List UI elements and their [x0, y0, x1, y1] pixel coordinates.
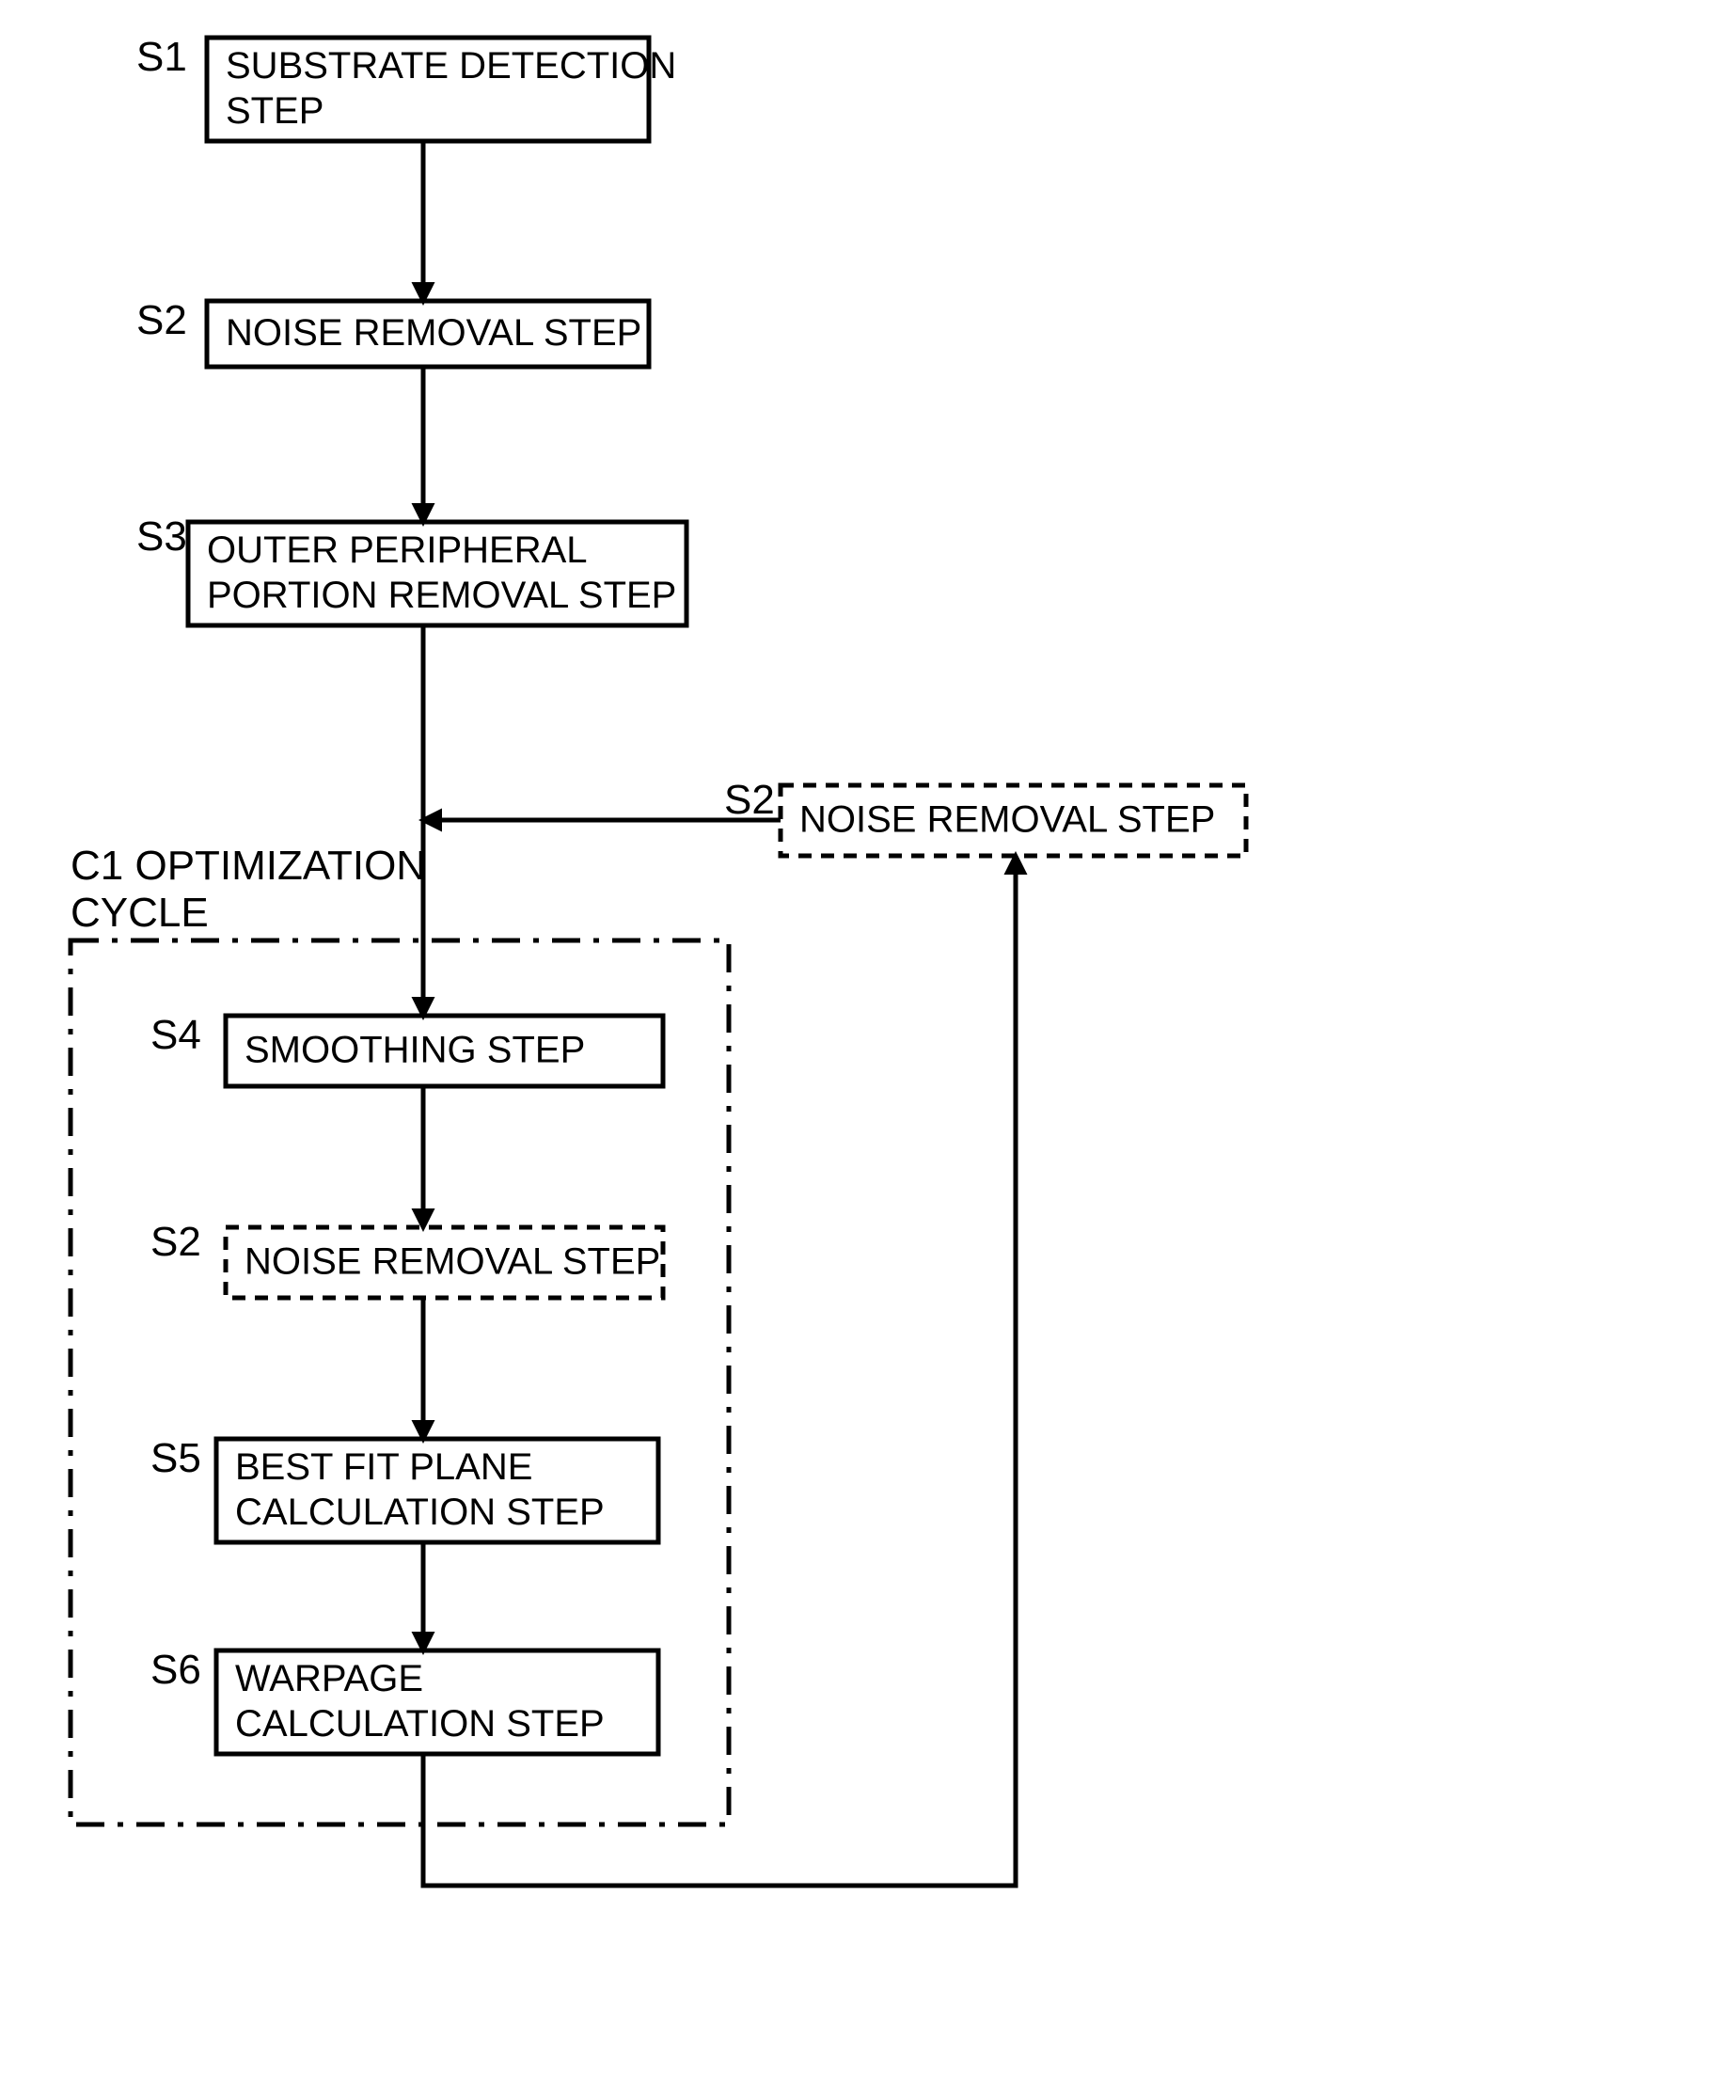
step-label: S5 [150, 1435, 201, 1481]
step-label: S1 [136, 34, 187, 80]
flow-node-s4: S4 SMOOTHING STEP [150, 1012, 663, 1086]
step-label: S2 [150, 1219, 201, 1265]
step-text: NOISE REMOVAL STEP [245, 1241, 660, 1283]
step-text: NOISE REMOVAL STEP [226, 312, 641, 354]
flow-node-s2c: S2 NOISE REMOVAL STEP [724, 777, 1246, 856]
step-text: BEST FIT PLANE [235, 1446, 532, 1488]
flow-node-s3: S3 OUTER PERIPHERALPORTION REMOVAL STEP [136, 513, 687, 625]
step-text: CALCULATION STEP [235, 1703, 605, 1745]
step-text: SUBSTRATE DETECTION [226, 45, 676, 87]
step-text: PORTION REMOVAL STEP [207, 575, 676, 616]
step-label: S3 [136, 513, 187, 560]
step-text: CALCULATION STEP [235, 1492, 605, 1533]
flow-node-s6: S6 WARPAGECALCULATION STEP [150, 1647, 658, 1754]
flowchart-diagram: C1 OPTIMIZATIONCYCLE S1 SUBSTRATE DETECTIO… [0, 0, 1736, 2100]
flow-node-s2a: S2 NOISE REMOVAL STEP [136, 297, 649, 367]
step-label: S6 [150, 1647, 201, 1693]
cycle-label-2: CYCLE [71, 890, 209, 936]
step-text: STEP [226, 90, 324, 132]
flow-node-s1: S1 SUBSTRATE DETECTIONSTEP [136, 34, 676, 141]
step-text: OUTER PERIPHERAL [207, 529, 588, 571]
step-text: WARPAGE [235, 1658, 423, 1699]
step-label: S2 [724, 777, 775, 823]
step-label: S2 [136, 297, 187, 343]
step-text: NOISE REMOVAL STEP [799, 799, 1215, 841]
flow-node-s2b: S2 NOISE REMOVAL STEP [150, 1219, 663, 1298]
flow-node-s5: S5 BEST FIT PLANECALCULATION STEP [150, 1435, 658, 1542]
cycle-label: C1 OPTIMIZATION [71, 843, 426, 889]
step-text: SMOOTHING STEP [245, 1030, 585, 1071]
step-label: S4 [150, 1012, 201, 1058]
